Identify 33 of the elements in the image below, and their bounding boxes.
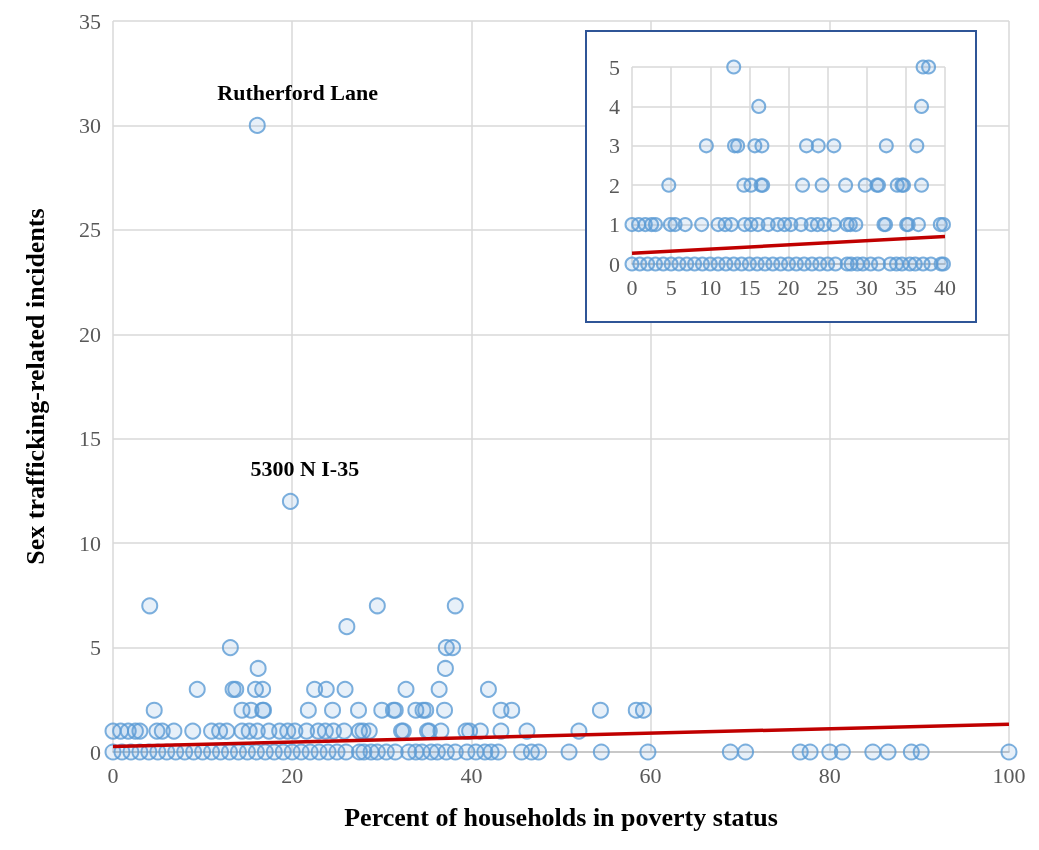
x-tick-label: 100	[992, 762, 1026, 788]
x-tick-label: 30	[855, 274, 878, 300]
x-tick-label: 0	[107, 762, 119, 788]
y-tick-label: 10	[79, 530, 101, 556]
y-tick-label: 4	[609, 93, 620, 119]
y-tick-label: 30	[79, 112, 101, 138]
annotation: Rutherford Lane	[217, 79, 379, 105]
x-tick-label: 15	[738, 274, 761, 300]
y-tick-label: 1	[609, 212, 620, 238]
x-tick-label: 60	[639, 762, 662, 788]
x-tick-label: 35	[894, 274, 917, 300]
x-tick-label: 20	[281, 762, 304, 788]
x-tick-label: 0	[626, 274, 638, 300]
y-tick-label: 20	[79, 321, 101, 347]
annotation: 5300 N I-35	[250, 455, 360, 481]
y-tick-label: 15	[79, 426, 101, 452]
y-tick-label: 25	[79, 217, 101, 243]
y-tick-label: 2	[609, 172, 620, 198]
y-tick-label: 0	[609, 251, 620, 277]
x-tick-label: 40	[934, 274, 956, 300]
x-axis-title: Percent of households in poverty status	[344, 802, 778, 832]
x-tick-label: 20	[777, 274, 800, 300]
x-tick-label: 5	[665, 274, 677, 300]
x-tick-label: 10	[699, 274, 722, 300]
y-axis-title: Sex trafficking-related incidents	[20, 208, 50, 565]
x-tick-label: 80	[818, 762, 841, 788]
x-tick-label: 25	[816, 274, 839, 300]
y-tick-label: 5	[609, 54, 620, 80]
x-tick-label: 40	[460, 762, 483, 788]
y-tick-label: 3	[609, 133, 620, 159]
y-tick-label: 35	[79, 8, 101, 34]
y-tick-label: 0	[90, 739, 101, 765]
y-tick-label: 5	[90, 635, 101, 661]
